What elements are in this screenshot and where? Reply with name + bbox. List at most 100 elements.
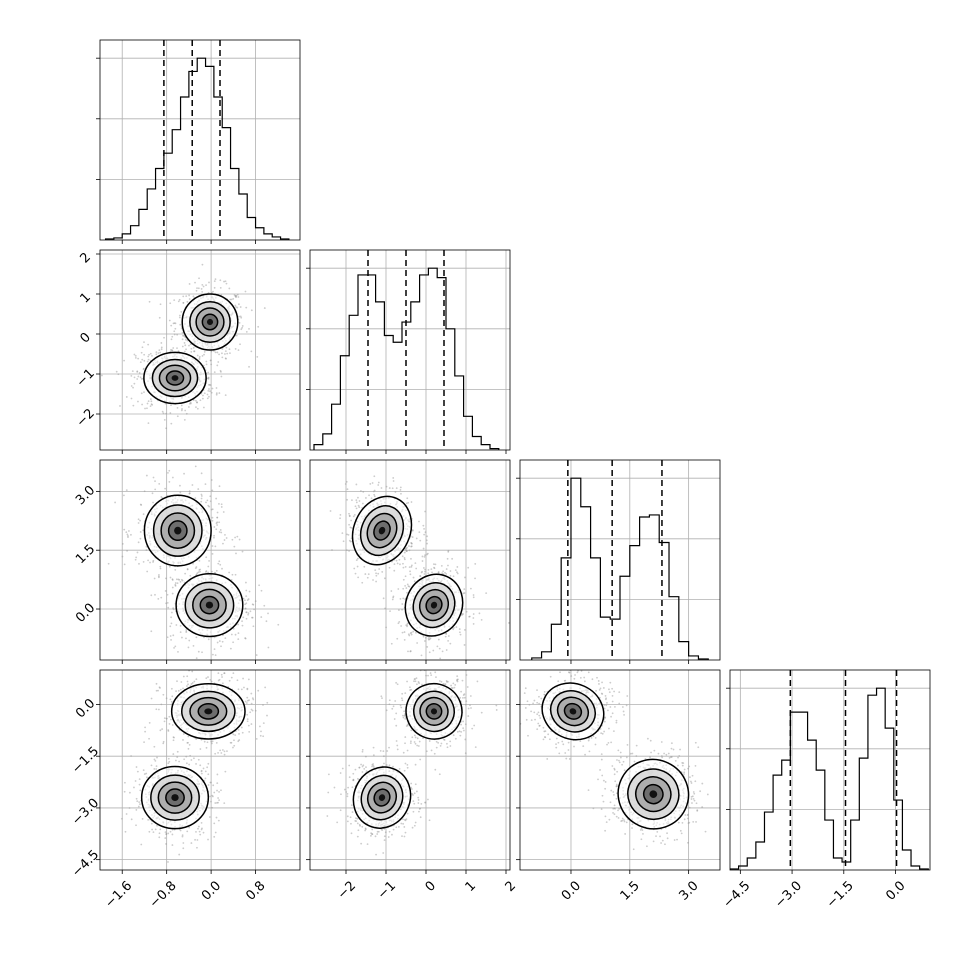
histogram-panel-0	[96, 39, 301, 241]
scatter-point	[180, 310, 183, 313]
scatter-point	[160, 342, 163, 344]
scatter-point	[435, 746, 438, 749]
scatter-point	[421, 683, 423, 686]
scatter-point	[207, 571, 210, 574]
scatter-point	[176, 415, 179, 418]
scatter-point	[209, 390, 211, 393]
scatter-point	[221, 682, 224, 685]
scatter-point	[357, 496, 359, 499]
scatter-point	[413, 580, 416, 583]
scatter-point	[211, 806, 214, 809]
scatter-point	[139, 503, 142, 506]
scatter-point	[372, 490, 375, 493]
scatter-point	[380, 695, 383, 698]
scatter-point	[403, 710, 406, 713]
scatter-point	[214, 278, 217, 281]
scatter-point	[157, 689, 159, 692]
density-panel-2-0	[99, 459, 301, 661]
scatter-point	[232, 627, 235, 630]
scatter-point	[346, 533, 348, 536]
scatter-point	[398, 609, 400, 611]
scatter-point	[226, 352, 229, 355]
scatter-point	[194, 567, 197, 570]
scatter-point	[196, 401, 198, 404]
scatter-point	[392, 595, 395, 598]
scatter-point	[176, 756, 179, 758]
scatter-point	[262, 735, 265, 738]
scatter-point	[403, 551, 406, 554]
scatter-point	[404, 566, 407, 568]
scatter-point	[246, 713, 249, 716]
scatter-point	[385, 709, 388, 712]
contour-line	[201, 313, 219, 331]
scatter-point	[184, 338, 187, 341]
scatter-point	[234, 304, 237, 307]
scatter-point	[107, 562, 110, 565]
scatter-point	[101, 374, 103, 377]
scatter-point	[383, 577, 386, 580]
scatter-point	[168, 723, 171, 725]
scatter-point	[472, 596, 475, 599]
scatter-point	[203, 392, 206, 395]
density-fill	[378, 526, 386, 535]
scatter-point	[355, 507, 358, 510]
scatter-point	[215, 816, 218, 819]
scatter-point	[187, 683, 189, 686]
scatter-point	[401, 603, 404, 605]
scatter-point	[356, 557, 359, 560]
scatter-point	[465, 674, 468, 676]
scatter-point	[405, 549, 408, 552]
scatter-point	[248, 327, 250, 330]
scatter-point	[200, 821, 203, 824]
scatter-point	[188, 743, 191, 746]
scatter-point	[402, 714, 404, 717]
scatter-point	[211, 653, 214, 656]
scatter-point	[167, 471, 169, 474]
scatter-point	[453, 626, 455, 629]
scatter-point	[211, 742, 213, 745]
scatter-point	[149, 405, 152, 408]
scatter-point	[153, 577, 156, 580]
scatter-point	[216, 789, 218, 792]
scatter-point	[135, 766, 138, 768]
scatter-point	[446, 557, 449, 560]
contour-line	[197, 703, 220, 720]
scatter-point	[397, 622, 400, 625]
scatter-point	[398, 620, 401, 623]
scatter-point	[428, 636, 430, 639]
scatter-point	[224, 353, 226, 355]
scatter-point	[363, 565, 366, 568]
scatter-point	[387, 451, 389, 453]
scatter-point	[240, 328, 243, 331]
scatter-point	[251, 709, 254, 712]
scatter-point	[183, 418, 186, 421]
scatter-point	[196, 668, 198, 670]
scatter-point	[218, 799, 220, 801]
scatter-point	[347, 533, 350, 536]
scatter-point	[173, 330, 176, 333]
scatter-point	[174, 583, 177, 586]
scatter-point	[445, 568, 448, 570]
scatter-point	[248, 590, 251, 593]
scatter-point	[150, 764, 153, 767]
scatter-point	[178, 760, 181, 763]
scatter-point	[382, 597, 385, 600]
histogram-steps-3	[730, 687, 929, 870]
scatter-point	[388, 487, 391, 489]
scatter-point	[416, 737, 419, 740]
scatter-point	[244, 607, 247, 610]
scatter-point	[213, 280, 216, 283]
density-content-1-0	[100, 250, 300, 450]
scatter-point	[251, 616, 254, 619]
scatter-point	[139, 537, 142, 540]
scatter-point	[218, 353, 220, 356]
scatter-point	[463, 644, 466, 646]
scatter-point	[158, 482, 161, 485]
scatter-point	[345, 549, 348, 552]
scatter-point	[242, 616, 245, 619]
scatter-point	[457, 678, 459, 681]
scatter-point	[409, 650, 412, 653]
scatter-point	[422, 567, 425, 569]
scatter-point	[171, 724, 174, 726]
scatter-point	[179, 323, 182, 326]
